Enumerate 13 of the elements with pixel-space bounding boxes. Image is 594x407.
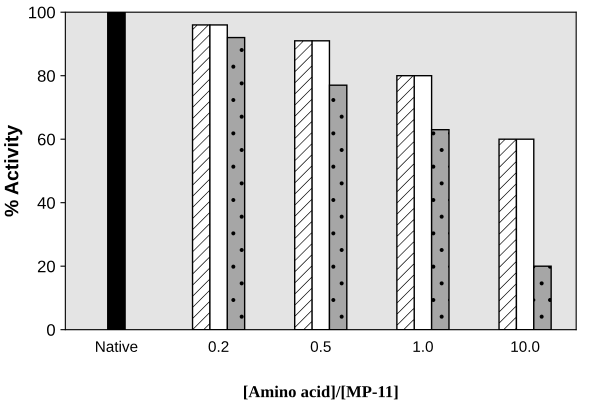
y-tick-label: 40 [37,197,55,209]
x-axis-title: [Amino acid]/[MP-11] [244,386,398,400]
x-tick-label: 10.0 [511,341,540,352]
y-tick-label: 0 [47,324,55,336]
x-tick-label: 1.0 [413,341,433,352]
y-axis-title: % Activity [4,124,22,217]
x-tick-label: 0.5 [310,341,331,352]
y-tick-label: 20 [38,260,55,272]
y-tick-label: 100 [29,6,55,18]
x-tick-label: 0.2 [208,341,228,352]
x-tick-label: Native [96,340,138,352]
y-tick-label: 60 [38,134,55,146]
y-tick-label: 80 [38,70,55,82]
